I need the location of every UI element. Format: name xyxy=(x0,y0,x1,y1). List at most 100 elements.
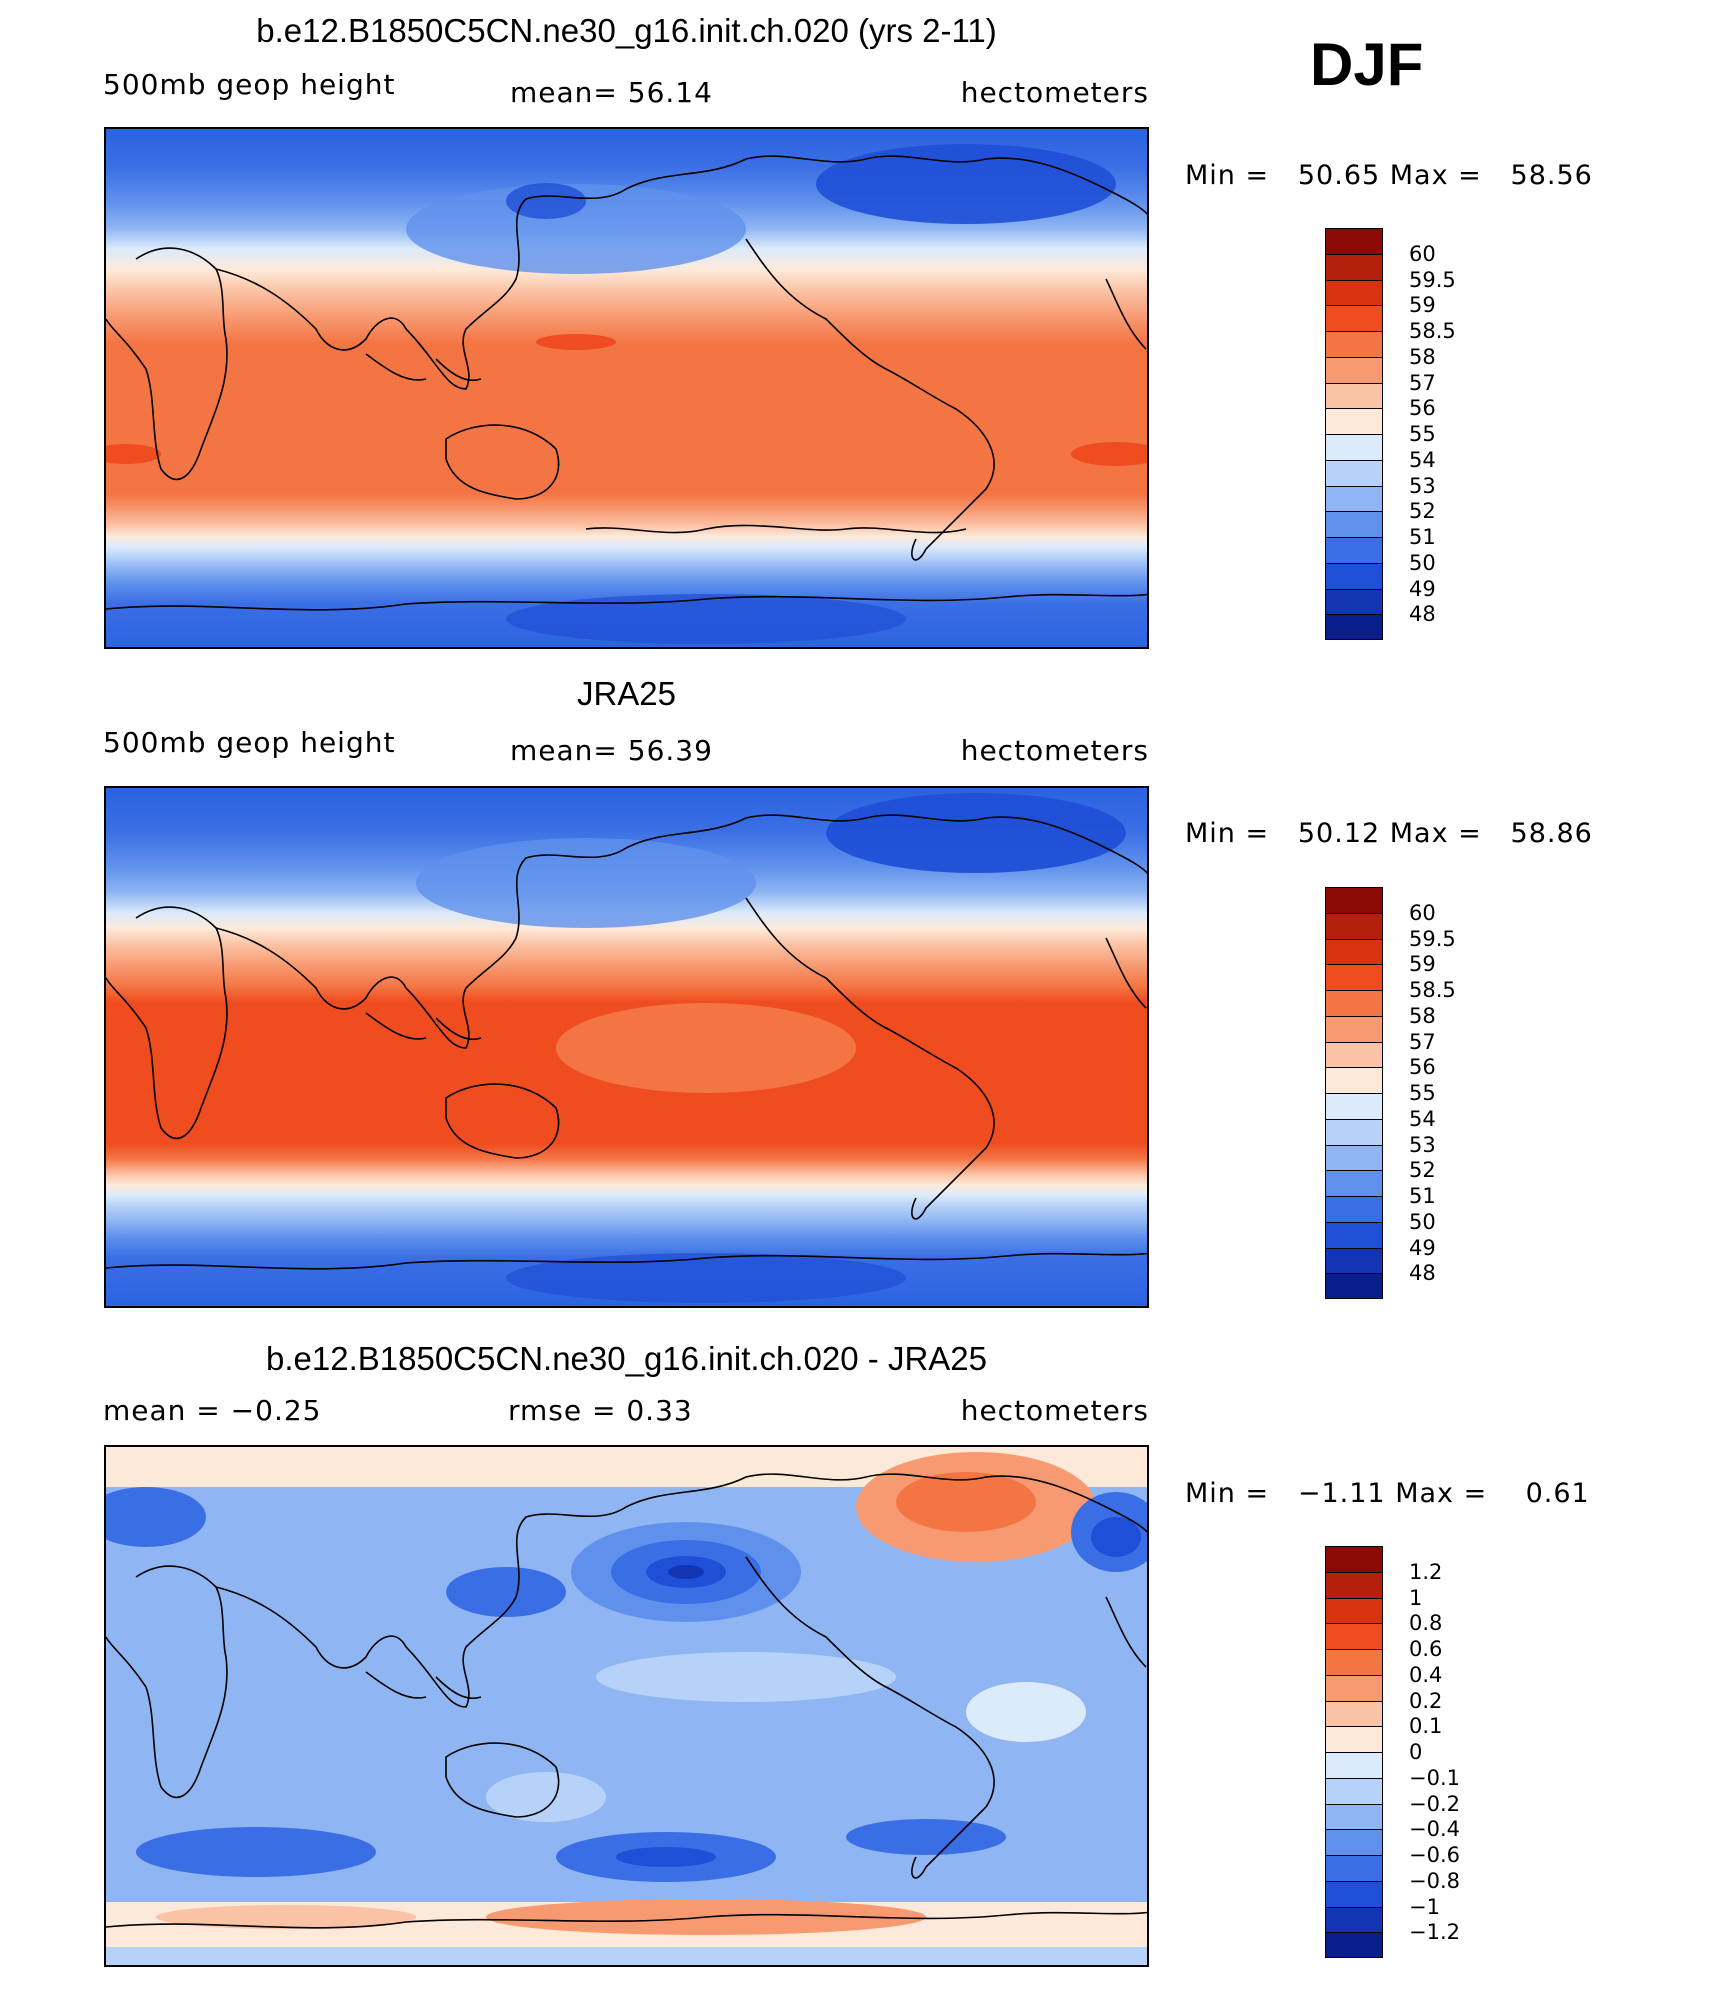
colorbar-swatch xyxy=(1325,511,1383,537)
panel-3-max-label: Max = xyxy=(1395,1478,1488,1509)
colorbar-label: 59 xyxy=(1409,293,1436,318)
colorbar-swatch xyxy=(1325,1649,1383,1675)
colorbar-swatch xyxy=(1325,588,1383,615)
panel-3-contour-map xyxy=(106,1447,1147,1965)
colorbar-label: 59.5 xyxy=(1409,926,1456,951)
panel-1-minmax: Min = 50.65 Max = 58.56 xyxy=(1185,160,1593,191)
colorbar-swatch xyxy=(1325,1880,1383,1907)
colorbar-label: 0 xyxy=(1409,1740,1423,1764)
colorbar-swatch xyxy=(1325,1597,1383,1624)
colorbar-label: 1.2 xyxy=(1409,1559,1443,1584)
colorbar-swatch xyxy=(1325,562,1383,589)
colorbar-swatch xyxy=(1325,228,1383,254)
panel-3-min-label: Min = xyxy=(1185,1478,1270,1509)
colorbar-swatch xyxy=(1325,253,1383,280)
colorbar-label: 50 xyxy=(1409,1209,1436,1234)
colorbar-swatch xyxy=(1325,1674,1383,1701)
panel-1-units-label: hectometers xyxy=(960,76,1149,109)
colorbar-swatch xyxy=(1325,614,1383,640)
colorbar-label: 0.4 xyxy=(1409,1662,1443,1687)
colorbar-swatch xyxy=(1325,1623,1383,1649)
colorbar-label: 60 xyxy=(1409,900,1436,925)
panel-2-min-label: Min = xyxy=(1185,818,1270,849)
colorbar-label: 56 xyxy=(1409,1055,1436,1080)
panel-2-map xyxy=(104,786,1149,1308)
colorbar-swatch xyxy=(1325,1196,1383,1222)
colorbar-label: 49 xyxy=(1409,576,1436,601)
colorbar-label: −0.4 xyxy=(1409,1817,1460,1842)
colorbar-swatch xyxy=(1325,331,1383,357)
panel-3-max-value: 0.61 xyxy=(1525,1478,1590,1509)
colorbar-swatch xyxy=(1325,1273,1383,1299)
colorbar-swatch xyxy=(1325,485,1383,512)
colorbar-swatch xyxy=(1325,1803,1383,1830)
colorbar-swatch xyxy=(1325,1247,1383,1274)
panel-3-colorbar: 1.2 1 0.8 0.6 0.4 0.2 0.1 0 −0.1 −0.2 −0.4 −0.6 −0.8… xyxy=(1325,1546,1460,1958)
panel-2-field-label: 500mb geop height xyxy=(103,726,396,759)
colorbar-swatch xyxy=(1325,1777,1383,1804)
colorbar-label: 0.1 xyxy=(1409,1714,1443,1739)
panel-1-min-value: 50.65 xyxy=(1297,160,1381,191)
colorbar-label: 0.6 xyxy=(1409,1637,1443,1661)
colorbar-swatch xyxy=(1325,1752,1383,1778)
colorbar-swatch xyxy=(1325,279,1383,306)
colorbar-label: −0.1 xyxy=(1409,1765,1460,1790)
panel-1-max-value: 58.56 xyxy=(1510,160,1593,191)
panel-1-max-label: Max = xyxy=(1389,160,1482,191)
colorbar-swatch xyxy=(1325,990,1383,1016)
colorbar-swatch xyxy=(1325,434,1383,460)
colorbar-swatch xyxy=(1325,459,1383,486)
panel-2-contour-map xyxy=(106,788,1147,1306)
colorbar-label: 49 xyxy=(1409,1235,1436,1260)
colorbar-label: 51 xyxy=(1409,525,1436,549)
colorbar-label: 57 xyxy=(1409,1029,1436,1054)
panel-3-map xyxy=(104,1445,1149,1967)
colorbar-label: 0.8 xyxy=(1409,1611,1443,1636)
panel-3-min-value: −1.11 xyxy=(1297,1478,1386,1509)
panel-1-contour-map xyxy=(106,129,1147,647)
colorbar-label: 48 xyxy=(1409,1261,1436,1286)
season-label: DJF xyxy=(1310,31,1424,98)
colorbar-swatch xyxy=(1325,1041,1383,1068)
colorbar-swatch xyxy=(1325,1546,1383,1572)
colorbar-label: 59 xyxy=(1409,952,1436,977)
panel-2-max-value: 58.86 xyxy=(1510,818,1593,849)
colorbar-label: 54 xyxy=(1409,447,1436,472)
colorbar-swatch xyxy=(1325,382,1383,409)
colorbar-label: 60 xyxy=(1409,241,1436,266)
colorbar-swatch xyxy=(1325,1067,1383,1093)
colorbar-swatch xyxy=(1325,305,1383,331)
colorbar-swatch xyxy=(1325,1170,1383,1196)
colorbar-swatch xyxy=(1325,1906,1383,1933)
colorbar-swatch xyxy=(1325,887,1383,913)
panel-3-mean-label: mean = −0.25 xyxy=(103,1394,322,1427)
colorbar-label: −1 xyxy=(1409,1894,1440,1919)
colorbar-label: 59.5 xyxy=(1409,267,1456,292)
colorbar-swatch xyxy=(1325,1932,1383,1958)
panel-1-field-label: 500mb geop height xyxy=(103,68,396,101)
panel-2-title: JRA25 xyxy=(576,675,677,712)
colorbar-swatch xyxy=(1325,1855,1383,1881)
colorbar-swatch xyxy=(1325,1726,1383,1752)
colorbar-swatch xyxy=(1325,938,1383,965)
panel-2-units-label: hectometers xyxy=(960,734,1149,767)
panel-2-max-label: Max = xyxy=(1389,818,1482,849)
colorbar-label: 54 xyxy=(1409,1106,1436,1131)
colorbar-swatch xyxy=(1325,1700,1383,1727)
colorbar-label: 52 xyxy=(1409,499,1436,524)
colorbar-label: 58.5 xyxy=(1409,978,1456,1002)
colorbar-label: 48 xyxy=(1409,602,1436,627)
panel-3-units-label: hectometers xyxy=(960,1394,1149,1427)
colorbar-label: −0.6 xyxy=(1409,1843,1460,1867)
colorbar-label: 56 xyxy=(1409,396,1436,421)
colorbar-label: 55 xyxy=(1409,422,1436,446)
panel-1-title: b.e12.B1850C5CN.ne30_g16.init.ch.020 (yr… xyxy=(256,12,997,49)
colorbar-swatch xyxy=(1325,1221,1383,1248)
colorbar-label: 0.2 xyxy=(1409,1688,1443,1713)
colorbar-label: 58 xyxy=(1409,1003,1436,1028)
colorbar-swatch xyxy=(1325,912,1383,939)
colorbar-label: 1 xyxy=(1409,1585,1423,1610)
panel-1-colorbar: 60 59.5 59 58.5 58 57 56 55 54 53 52 51 50 49 48 xyxy=(1325,228,1456,640)
colorbar-label: 58 xyxy=(1409,344,1436,369)
colorbar-label: 53 xyxy=(1409,1132,1436,1157)
